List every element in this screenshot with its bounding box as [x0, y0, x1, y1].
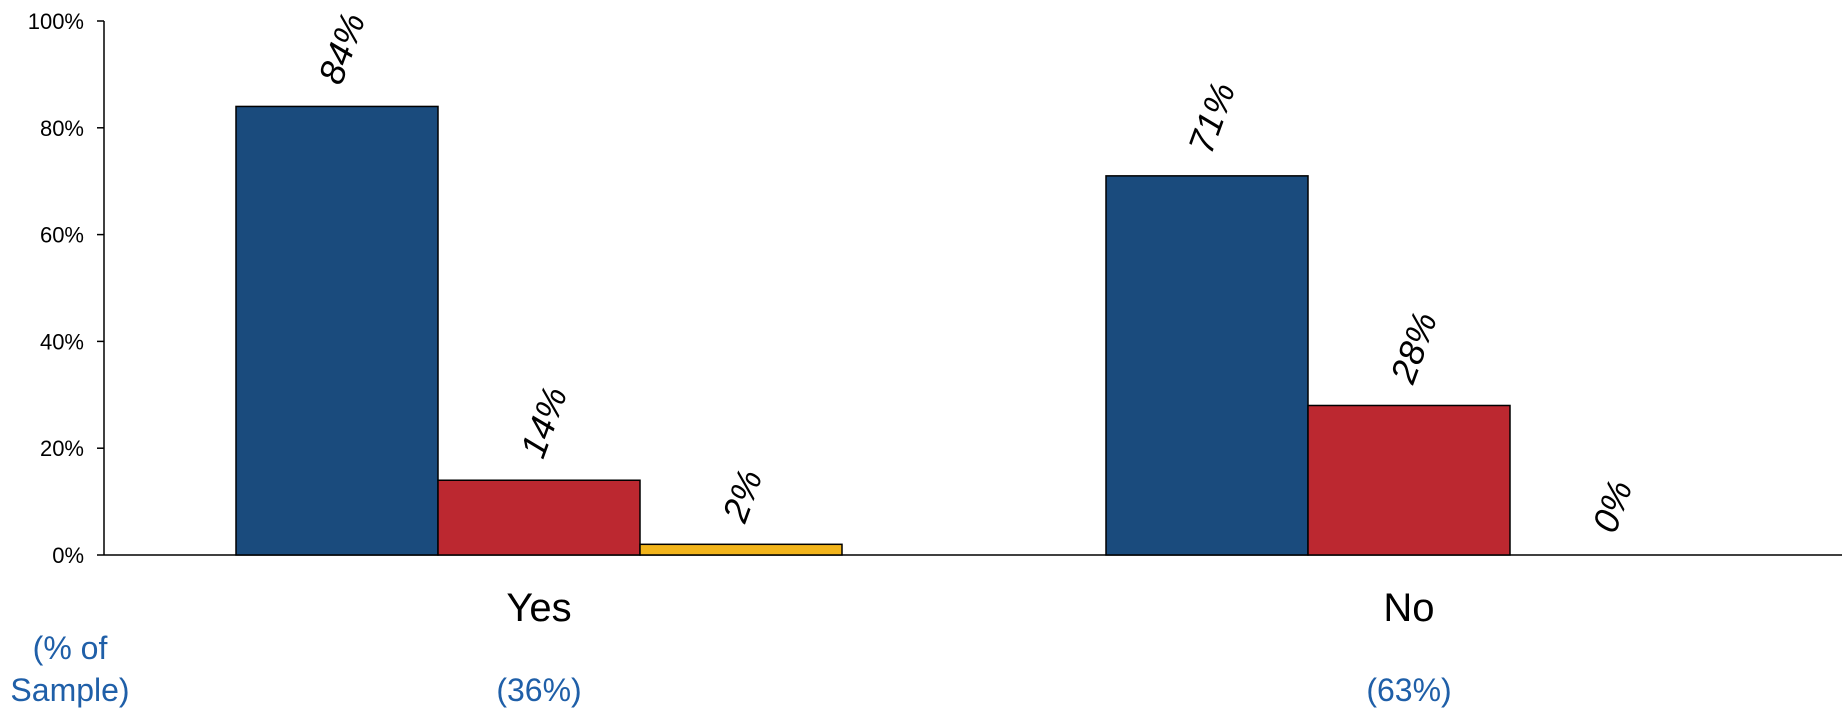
y-tick-label: 80% [40, 116, 84, 141]
sample-header-line: (% of [33, 630, 108, 666]
bar-yes-2 [437, 479, 641, 556]
y-tick-label: 100% [28, 9, 84, 34]
sample-header-line: Sample) [10, 672, 129, 708]
data-label: 84% [310, 7, 373, 89]
y-tick-label: 0% [52, 543, 84, 568]
data-label: 71% [1180, 77, 1243, 159]
bar-no-2 [1307, 404, 1511, 556]
data-label: 28% [1382, 306, 1446, 389]
category-label-yes: Yes [506, 586, 571, 630]
y-tick-label: 20% [40, 436, 84, 461]
sample-value: (36%) [496, 672, 581, 708]
bar-no-1 [1105, 175, 1309, 556]
y-tick-label: 40% [40, 329, 84, 354]
data-label: 2% [714, 464, 771, 528]
bar-yes-3 [639, 543, 843, 556]
sample-value: (63%) [1366, 672, 1451, 708]
category-label-no: No [1383, 586, 1434, 630]
bar-yes-1 [235, 105, 439, 556]
y-tick-label: 60% [40, 223, 84, 248]
data-label: 0% [1584, 475, 1640, 538]
data-label: 14% [512, 381, 575, 463]
